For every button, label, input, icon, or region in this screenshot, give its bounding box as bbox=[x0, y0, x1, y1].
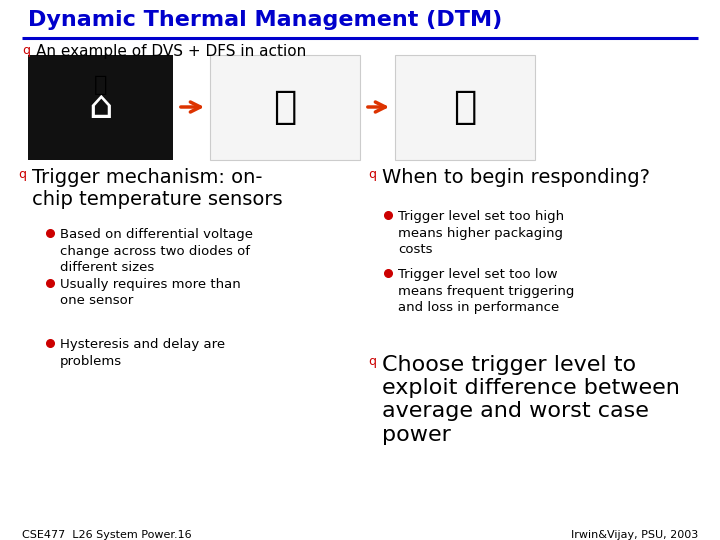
Text: q: q bbox=[368, 168, 376, 181]
Text: ⌂: ⌂ bbox=[88, 88, 113, 126]
Text: 🧯: 🧯 bbox=[454, 88, 477, 126]
Text: Usually requires more than
one sensor: Usually requires more than one sensor bbox=[60, 278, 240, 307]
Text: q: q bbox=[18, 168, 26, 181]
Text: Choose trigger level to
exploit difference between
average and worst case
power: Choose trigger level to exploit differen… bbox=[382, 355, 680, 444]
Text: Trigger mechanism: on-
chip temperature sensors: Trigger mechanism: on- chip temperature … bbox=[32, 168, 283, 209]
Text: Trigger level set too high
means higher packaging
costs: Trigger level set too high means higher … bbox=[398, 210, 564, 256]
Text: q: q bbox=[22, 44, 30, 57]
Bar bbox=[28, 55, 173, 160]
Text: Hysteresis and delay are
problems: Hysteresis and delay are problems bbox=[60, 338, 225, 368]
Text: 🚒: 🚒 bbox=[274, 88, 297, 126]
Text: 🔥: 🔥 bbox=[94, 75, 107, 95]
Text: Dynamic Thermal Management (DTM): Dynamic Thermal Management (DTM) bbox=[28, 10, 503, 30]
Bar bbox=[210, 55, 360, 160]
Text: An example of DVS + DFS in action: An example of DVS + DFS in action bbox=[36, 44, 306, 59]
Text: Based on differential voltage
change across two diodes of
different sizes: Based on differential voltage change acr… bbox=[60, 228, 253, 274]
Text: Trigger level set too low
means frequent triggering
and loss in performance: Trigger level set too low means frequent… bbox=[398, 268, 575, 314]
Text: When to begin responding?: When to begin responding? bbox=[382, 168, 650, 187]
Bar bbox=[395, 55, 535, 160]
Text: Irwin&Vijay, PSU, 2003: Irwin&Vijay, PSU, 2003 bbox=[571, 530, 698, 540]
Text: CSE477  L26 System Power.16: CSE477 L26 System Power.16 bbox=[22, 530, 192, 540]
Text: q: q bbox=[368, 355, 376, 368]
